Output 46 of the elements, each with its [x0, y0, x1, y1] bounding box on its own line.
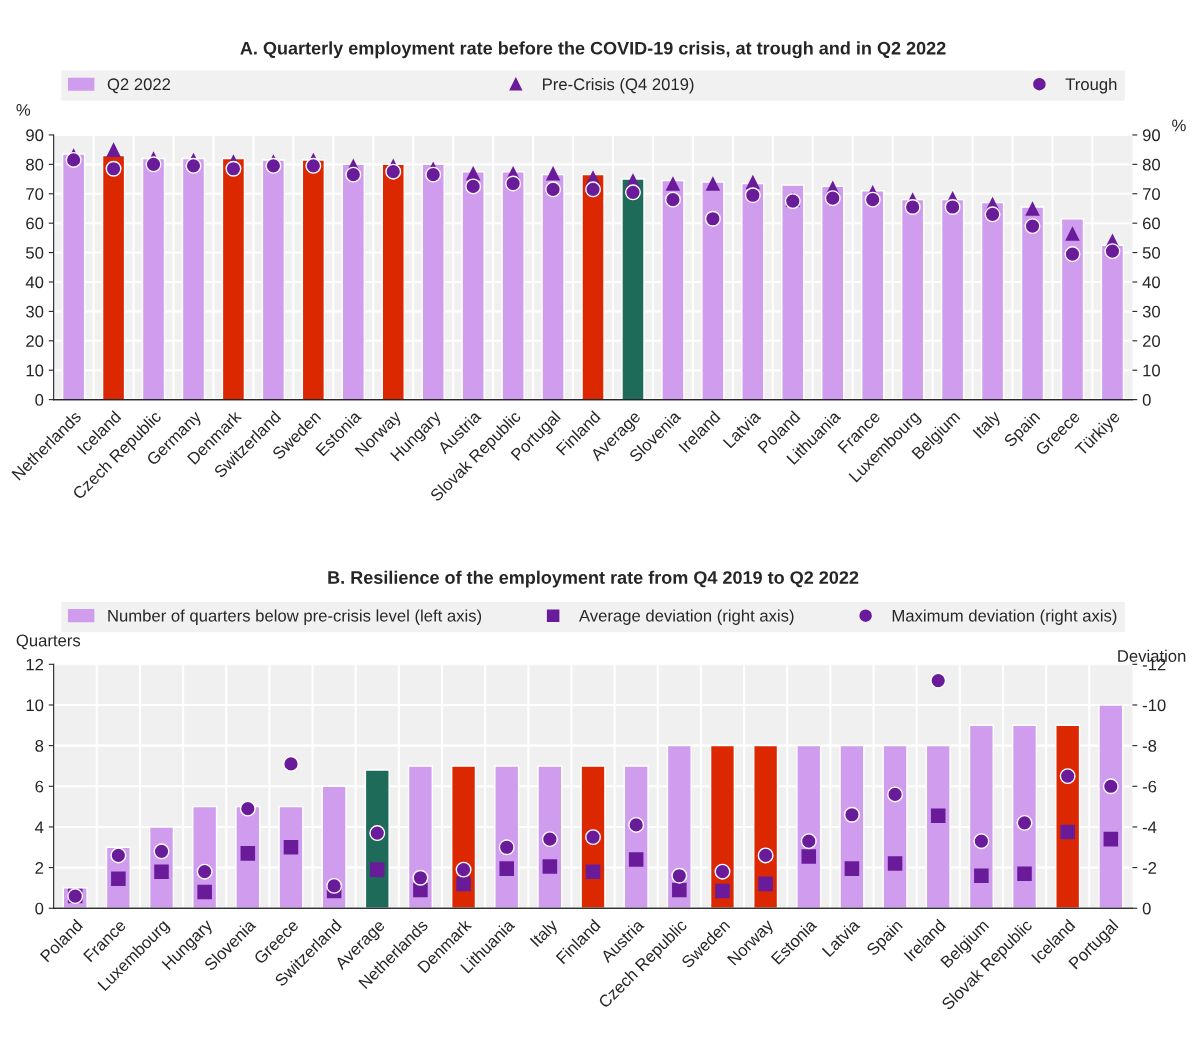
- x-tick-label: Italy: [972, 409, 1004, 441]
- y2-tick-label: 60: [1142, 217, 1161, 230]
- chart-title: A. Quarterly employment rate before the COVID-19 crisis, at trough and in Q2 2022: [240, 41, 946, 59]
- y-tick-label: 4: [35, 821, 44, 833]
- y2-tick-label: 70: [1142, 188, 1161, 200]
- legend-label: Q2 2022: [107, 78, 171, 94]
- y-tick-label: 60: [26, 217, 44, 230]
- y-tick-label: 8: [35, 740, 44, 752]
- y-tick-label: 12: [26, 658, 44, 671]
- y-tick-label: 10: [26, 699, 44, 712]
- y-tick-label: 6: [35, 780, 44, 793]
- y-tick-label: 50: [26, 246, 44, 259]
- x-tick-label: Italy: [529, 917, 561, 950]
- y-axis-title: %: [16, 104, 31, 116]
- y2-tick-label: 50: [1142, 246, 1161, 259]
- legend-label: Trough: [1065, 77, 1117, 94]
- legend-label: Pre-Crisis (Q4 2019): [543, 77, 694, 94]
- y2-tick-label: 80: [1142, 158, 1161, 171]
- chart-title: B. Resilience of the employment rate from Q4 2019 to Q2 2022: [328, 570, 859, 588]
- y-tick-label: 0: [35, 394, 44, 406]
- legend-label: Number of quarters below pre-crisis level (left axis): [108, 609, 482, 625]
- y-tick-label: 70: [26, 188, 44, 200]
- y2-axis-title: %: [1172, 119, 1186, 132]
- y-tick-label: 40: [25, 276, 44, 289]
- y-tick-label: 80: [26, 158, 44, 171]
- legend-label: Average deviation (right axis): [579, 609, 794, 625]
- y-tick-label: 0: [35, 902, 44, 915]
- y2-tick-label: -4: [1142, 821, 1157, 833]
- y2-tick-label: 0: [1142, 902, 1151, 915]
- y2-tick-label: 90: [1142, 129, 1161, 142]
- y2-tick-label: -6: [1142, 780, 1157, 793]
- y-tick-label: 90: [26, 129, 44, 142]
- y2-tick-label: -10: [1142, 699, 1166, 712]
- y2-tick-label: -2: [1142, 862, 1157, 874]
- y2-tick-label: 0: [1142, 394, 1151, 406]
- y-tick-label: 10: [26, 364, 44, 377]
- y2-tick-label: 40: [1142, 276, 1161, 289]
- y2-tick-label: -8: [1142, 740, 1157, 752]
- y2-tick-label: 30: [1142, 305, 1161, 318]
- y-tick-label: 20: [26, 335, 44, 348]
- y2-tick-label: 20: [1142, 335, 1161, 348]
- y-tick-label: 2: [35, 862, 44, 874]
- legend-label: Maximum deviation (right axis): [892, 609, 1117, 625]
- y-axis-title: Quarters: [16, 634, 81, 650]
- y-tick-label: 30: [26, 305, 44, 318]
- y2-tick-label: 10: [1143, 364, 1161, 377]
